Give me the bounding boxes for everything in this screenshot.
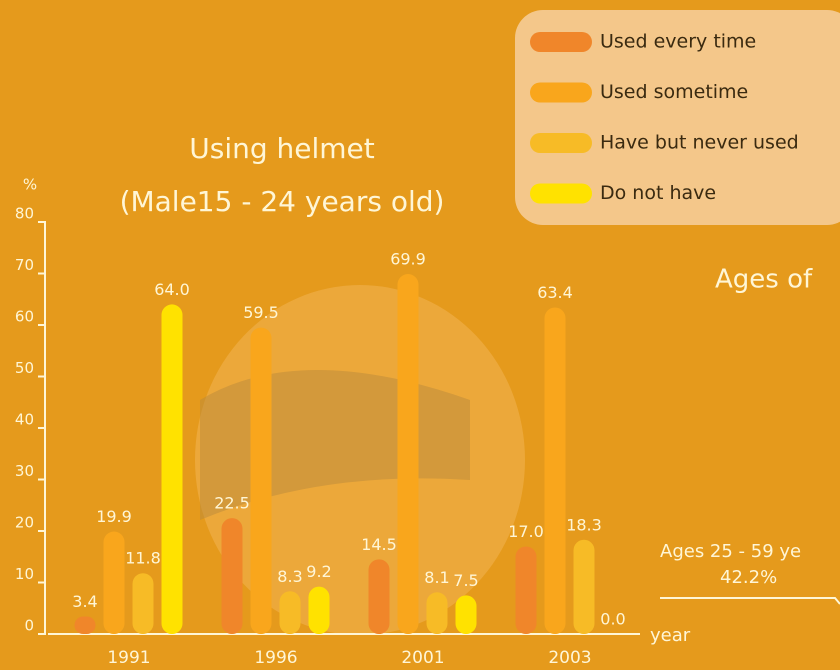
value-label: 64.0 [154, 280, 190, 299]
value-label: 14.5 [361, 535, 397, 554]
bar [308, 586, 330, 634]
bar [426, 592, 448, 634]
value-label: 3.4 [72, 592, 97, 611]
value-label: 18.3 [566, 515, 602, 534]
annotation: 42.2% [720, 567, 777, 588]
legend-swatch [530, 82, 592, 103]
annotation: Ages of [715, 265, 813, 295]
x-axis-label: year [650, 625, 691, 646]
bar [161, 304, 183, 634]
y-tick-label: 50 [15, 359, 34, 377]
value-label: 8.3 [277, 567, 302, 586]
bar [544, 307, 566, 634]
legend-swatch [530, 32, 592, 52]
bar [74, 616, 96, 634]
x-tick-label: 1991 [107, 648, 150, 668]
value-label: 17.0 [508, 522, 544, 541]
value-label: 19.9 [96, 507, 132, 526]
legend-label: Do not have [600, 182, 716, 204]
y-tick-label: 40 [15, 411, 34, 429]
y-tick-label: 10 [15, 565, 34, 583]
y-tick-label: 60 [15, 308, 34, 326]
x-tick-label: 2003 [548, 648, 591, 668]
annotation-line [660, 597, 840, 605]
bar [279, 591, 301, 634]
annotation: Ages 25 - 59 ye [660, 541, 801, 562]
x-tick-label: 2001 [401, 648, 444, 668]
y-tick-label: 70 [15, 256, 34, 274]
x-tick-label: 1996 [254, 648, 297, 668]
bar [455, 595, 477, 634]
bar [250, 327, 272, 634]
legend-swatch [530, 133, 592, 153]
bar [515, 546, 537, 634]
value-label: 9.2 [306, 562, 331, 581]
value-label: 63.4 [537, 283, 573, 302]
y-tick-label: 80 [15, 205, 34, 223]
value-label: 7.5 [453, 571, 478, 590]
value-label: 59.5 [243, 303, 279, 322]
chart-title: Using helmet [189, 132, 375, 165]
bar [368, 559, 390, 634]
y-tick-label: 0 [24, 617, 34, 635]
bar [221, 518, 243, 634]
chart-subtitle: (Male15 - 24 years old) [120, 185, 445, 218]
value-label: 0.0 [600, 610, 625, 629]
value-label: 8.1 [424, 568, 449, 587]
value-label: 69.9 [390, 250, 426, 269]
legend-label: Have but never used [600, 132, 799, 154]
bar [397, 274, 419, 634]
y-axis-label: % [23, 176, 37, 194]
y-tick-label: 20 [15, 514, 34, 532]
y-tick-label: 30 [15, 462, 34, 480]
legend-label: Used every time [600, 31, 756, 53]
value-label: 11.8 [125, 549, 161, 568]
bar [103, 531, 125, 634]
legend-box [515, 10, 840, 225]
value-label: 22.5 [214, 494, 250, 513]
bar [573, 539, 595, 634]
legend-label: Used sometime [600, 81, 748, 103]
bar [132, 573, 154, 634]
legend-swatch [530, 183, 592, 204]
